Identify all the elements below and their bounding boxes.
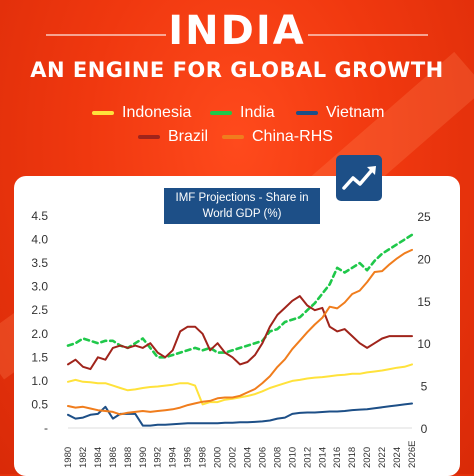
x-tick-label: 1980 [63, 447, 74, 468]
y-right-tick-label: 20 [417, 252, 431, 266]
legend-swatch-indonesia [92, 111, 114, 115]
y-left-tick-label: - [44, 421, 48, 435]
x-tick-label: 2018 [347, 447, 358, 468]
y-left-tick-label: 3.5 [31, 256, 48, 270]
x-tick-label: 1998 [198, 447, 209, 468]
x-tick-label: 1982 [78, 447, 89, 468]
x-tick-label: 2022 [377, 447, 388, 468]
x-tick-label: 2024 [392, 447, 403, 468]
page-subtitle: AN ENGINE FOR GLOBAL GROWTH [30, 58, 444, 82]
growth-arrow-icon [342, 166, 376, 190]
series-line-india [66, 233, 414, 359]
legend-swatch-china [222, 135, 244, 139]
x-tick-label: 2016 [332, 447, 343, 468]
y-right-tick-label: 15 [417, 295, 431, 309]
legend-item-india: India [210, 104, 275, 122]
x-tick-label: 2020 [362, 447, 373, 468]
y-right-tick-label: 0 [421, 422, 428, 436]
legend-item-indonesia: Indonesia [92, 104, 191, 122]
x-tick-label: 1986 [108, 447, 119, 468]
legend-item-china: China-RHS [222, 128, 333, 146]
legend-swatch-india [210, 111, 232, 115]
y-left-tick-label: 1.5 [31, 350, 48, 364]
y-right-tick-label: 25 [417, 210, 431, 224]
y-left-tick-label: 3.0 [31, 280, 48, 294]
x-tick-label: 1990 [138, 447, 149, 468]
x-tick-label: 2012 [302, 447, 313, 468]
y-left-tick-label: 2.0 [31, 327, 48, 341]
legend-label-brazil: Brazil [168, 128, 209, 145]
x-tick-label: 1988 [123, 447, 134, 468]
series-line-indonesia [67, 363, 413, 406]
chart-card [14, 176, 460, 476]
y-right-tick-label: 5 [421, 380, 428, 394]
title-divider-right [308, 34, 428, 36]
legend-label-indonesia: Indonesia [122, 104, 192, 121]
x-tick-label: 1994 [168, 447, 179, 468]
x-tick-label: 2010 [287, 447, 298, 468]
legend-label-vietnam: Vietnam [326, 104, 385, 121]
legend-label-china: China-RHS [252, 128, 333, 145]
y-left-tick-label: 4.0 [31, 233, 48, 247]
legend-label-india: India [240, 104, 275, 121]
legend-swatch-vietnam [296, 111, 318, 115]
legend-item-brazil: Brazil [138, 128, 208, 146]
x-tick-label: 2002 [228, 447, 239, 468]
projection-label: IMF Projections - Share in World GDP (%) [164, 188, 320, 224]
y-left-tick-label: 0.5 [31, 397, 48, 411]
page-title: INDIA [168, 8, 306, 54]
x-tick-label: 2014 [317, 447, 328, 468]
legend-item-vietnam: Vietnam [296, 104, 384, 122]
growth-badge [336, 155, 382, 201]
x-tick-label: 1984 [93, 447, 104, 468]
title-divider-left [46, 34, 166, 36]
x-tick-label: 2004 [242, 447, 253, 468]
series-line-brazil [67, 295, 413, 371]
y-left-tick-label: 1.0 [31, 374, 48, 388]
y-left-tick-label: 4.5 [31, 209, 48, 223]
y-right-tick-label: 10 [417, 337, 431, 351]
x-tick-label: 2026E [407, 441, 418, 468]
x-tick-label: 2006 [257, 447, 268, 468]
y-left-tick-label: 2.5 [31, 303, 48, 317]
x-tick-label: 1992 [153, 447, 164, 468]
series-line-china-rhs [67, 248, 413, 416]
x-tick-label: 1996 [183, 447, 194, 468]
legend-swatch-brazil [138, 135, 160, 139]
x-tick-label: 2000 [213, 447, 224, 468]
x-tick-label: 2008 [272, 447, 283, 468]
